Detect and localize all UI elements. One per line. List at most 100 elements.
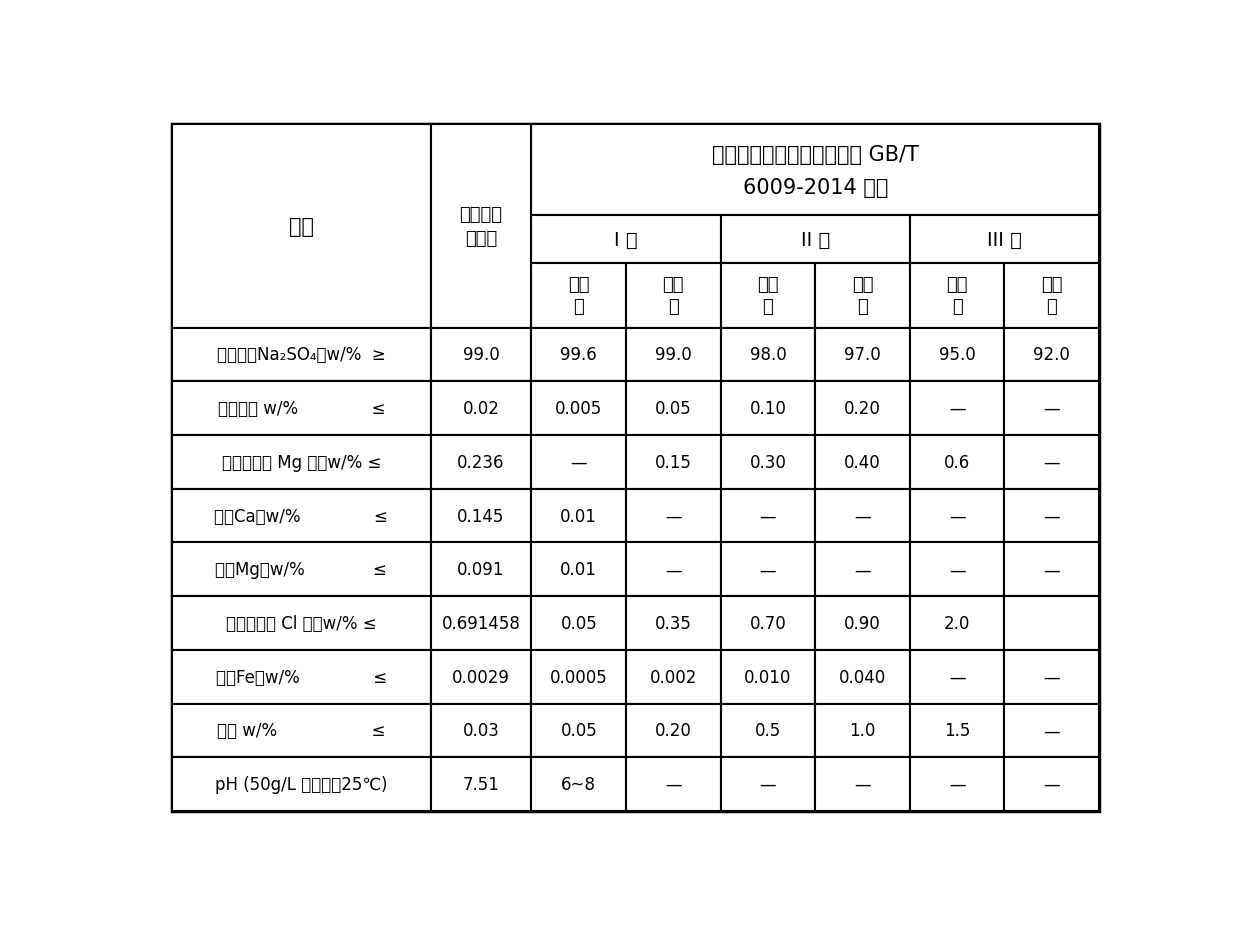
Text: 97.0: 97.0 bbox=[844, 346, 880, 364]
Text: 6~8: 6~8 bbox=[562, 775, 596, 794]
Bar bbox=[626, 436, 720, 489]
Text: 0.01: 0.01 bbox=[560, 507, 598, 525]
Bar bbox=[172, 382, 430, 436]
Text: —: — bbox=[665, 775, 682, 794]
Bar bbox=[720, 596, 815, 650]
Text: —: — bbox=[949, 400, 966, 418]
Text: 0.010: 0.010 bbox=[744, 668, 791, 686]
Bar bbox=[815, 757, 910, 811]
Text: 钙和镁（以 Mg 计）w/% ≤: 钙和镁（以 Mg 计）w/% ≤ bbox=[222, 453, 381, 471]
Bar bbox=[1004, 596, 1099, 650]
Bar bbox=[172, 489, 430, 543]
Bar bbox=[720, 757, 815, 811]
Text: 合格: 合格 bbox=[852, 276, 873, 294]
Bar bbox=[815, 489, 910, 543]
Bar bbox=[430, 382, 532, 436]
Bar bbox=[430, 757, 532, 811]
Text: 工业级无水硫酸钠国家标准 GB/T: 工业级无水硫酸钠国家标准 GB/T bbox=[712, 146, 919, 165]
Bar bbox=[815, 328, 910, 382]
Bar bbox=[720, 704, 815, 757]
Bar bbox=[532, 596, 626, 650]
Text: 0.40: 0.40 bbox=[844, 453, 880, 471]
Text: III 类: III 类 bbox=[987, 230, 1022, 249]
Text: 1.5: 1.5 bbox=[944, 722, 970, 740]
Text: 99.0: 99.0 bbox=[463, 346, 500, 364]
Bar bbox=[172, 757, 430, 811]
Text: —: — bbox=[949, 668, 966, 686]
Text: I 类: I 类 bbox=[614, 230, 637, 249]
Text: 0.091: 0.091 bbox=[458, 561, 505, 578]
Text: 0.20: 0.20 bbox=[844, 400, 880, 418]
Text: 一等: 一等 bbox=[946, 276, 968, 294]
Bar bbox=[910, 263, 1004, 328]
Text: —: — bbox=[665, 561, 682, 578]
Bar bbox=[430, 436, 532, 489]
Text: 0.040: 0.040 bbox=[839, 668, 887, 686]
Text: 0.0029: 0.0029 bbox=[453, 668, 510, 686]
Bar bbox=[430, 328, 532, 382]
Text: 95.0: 95.0 bbox=[939, 346, 976, 364]
Text: 0.20: 0.20 bbox=[655, 722, 692, 740]
Bar bbox=[910, 596, 1004, 650]
Bar bbox=[720, 436, 815, 489]
Bar bbox=[720, 263, 815, 328]
Bar bbox=[532, 757, 626, 811]
Text: 99.6: 99.6 bbox=[560, 346, 598, 364]
Text: 铁（Fe）w/%              ≤: 铁（Fe）w/% ≤ bbox=[216, 668, 387, 686]
Text: 项目: 项目 bbox=[289, 217, 314, 236]
Text: 水不溶物 w/%              ≤: 水不溶物 w/% ≤ bbox=[217, 400, 386, 418]
Text: 钠产品: 钠产品 bbox=[465, 230, 497, 248]
Bar bbox=[910, 543, 1004, 596]
Bar bbox=[1004, 489, 1099, 543]
Text: —: — bbox=[570, 453, 587, 471]
Bar bbox=[532, 650, 626, 704]
Bar bbox=[1004, 757, 1099, 811]
Bar bbox=[910, 757, 1004, 811]
Text: 0.35: 0.35 bbox=[655, 615, 692, 632]
Text: 0.236: 0.236 bbox=[458, 453, 505, 471]
Bar bbox=[720, 489, 815, 543]
Text: 硫酸钠（Na₂SO₄）w/%  ≥: 硫酸钠（Na₂SO₄）w/% ≥ bbox=[217, 346, 386, 364]
Text: —: — bbox=[854, 561, 870, 578]
Bar bbox=[910, 328, 1004, 382]
Text: 一等: 一等 bbox=[758, 276, 779, 294]
Bar bbox=[815, 596, 910, 650]
Bar bbox=[532, 382, 626, 436]
Bar bbox=[815, 436, 910, 489]
Bar bbox=[1004, 543, 1099, 596]
Bar bbox=[172, 704, 430, 757]
Bar bbox=[626, 263, 720, 328]
Text: 0.0005: 0.0005 bbox=[549, 668, 608, 686]
Text: —: — bbox=[760, 775, 776, 794]
Bar bbox=[815, 543, 910, 596]
Bar bbox=[1004, 704, 1099, 757]
Bar bbox=[720, 216, 910, 263]
Bar bbox=[430, 704, 532, 757]
Bar bbox=[532, 543, 626, 596]
Text: 0.01: 0.01 bbox=[560, 561, 598, 578]
Bar bbox=[910, 650, 1004, 704]
Bar bbox=[532, 436, 626, 489]
Bar bbox=[430, 596, 532, 650]
Bar bbox=[910, 216, 1099, 263]
Bar bbox=[532, 216, 720, 263]
Bar bbox=[532, 125, 1099, 216]
Text: 6009-2014 指标: 6009-2014 指标 bbox=[743, 177, 888, 197]
Text: 0.05: 0.05 bbox=[655, 400, 692, 418]
Bar bbox=[172, 436, 430, 489]
Text: 0.15: 0.15 bbox=[655, 453, 692, 471]
Bar bbox=[172, 328, 430, 382]
Bar bbox=[720, 543, 815, 596]
Bar bbox=[172, 125, 430, 328]
Bar bbox=[532, 328, 626, 382]
Text: 合格: 合格 bbox=[1040, 276, 1063, 294]
Text: —: — bbox=[949, 507, 966, 525]
Text: 水分 w/%                  ≤: 水分 w/% ≤ bbox=[217, 722, 386, 740]
Text: 钙（Ca）w/%              ≤: 钙（Ca）w/% ≤ bbox=[215, 507, 388, 525]
Bar bbox=[172, 596, 430, 650]
Text: 0.5: 0.5 bbox=[755, 722, 781, 740]
Text: 品: 品 bbox=[857, 298, 868, 315]
Bar bbox=[626, 382, 720, 436]
Text: —: — bbox=[949, 775, 966, 794]
Text: 镁（Mg）w/%             ≤: 镁（Mg）w/% ≤ bbox=[216, 561, 387, 578]
